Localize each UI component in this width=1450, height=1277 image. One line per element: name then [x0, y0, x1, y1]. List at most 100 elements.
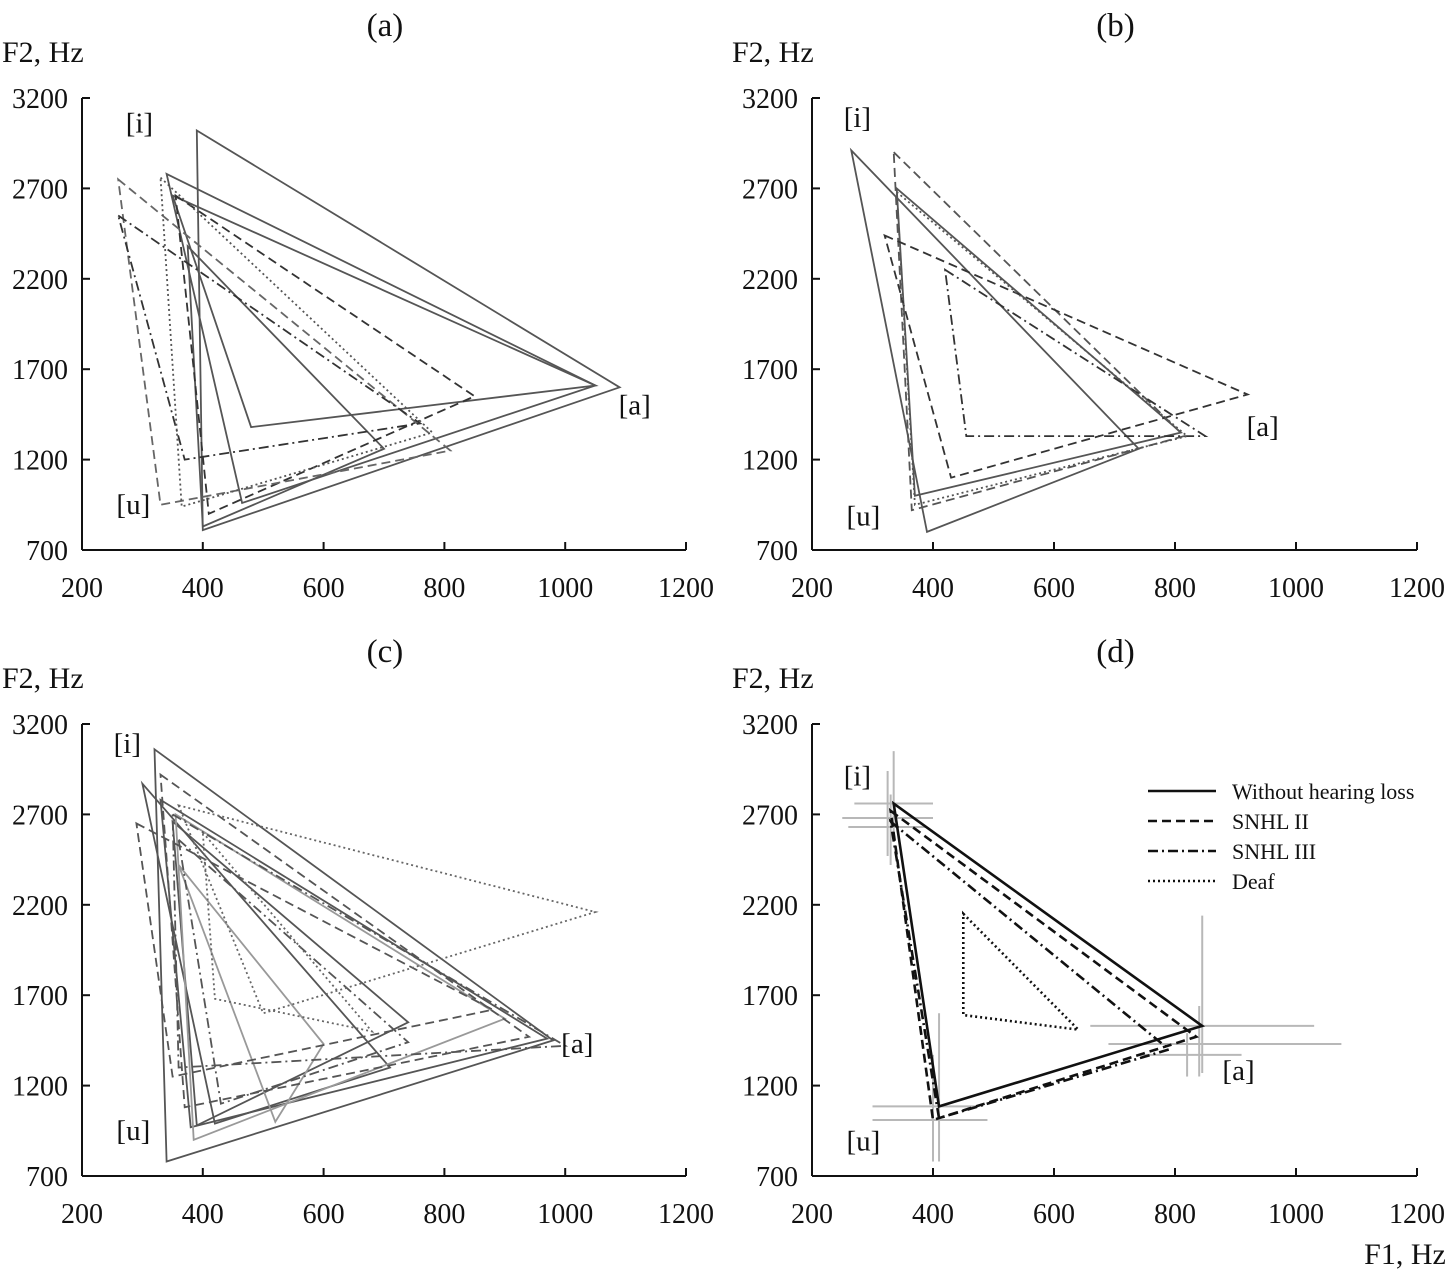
vowel-label: [i]	[114, 728, 141, 760]
x-tick-label: 800	[1154, 573, 1196, 604]
y-tick-label: 2700	[12, 174, 68, 205]
x-tick-label: 1000	[1268, 573, 1324, 604]
x-tick-label: 1200	[658, 1199, 714, 1230]
x-tick-label: 1200	[1389, 1199, 1445, 1230]
y-tick-label: 3200	[742, 84, 798, 115]
vowel-label: [i]	[844, 102, 871, 134]
x-tick-label: 1200	[658, 573, 714, 604]
vowel-triangle-dashed-6	[117, 177, 453, 506]
vowel-label: [i]	[844, 760, 871, 792]
panel-title: (b)	[1096, 8, 1134, 44]
vowel-triangle-dashed-4	[883, 233, 1251, 479]
vowel-label: [a]	[1247, 411, 1279, 443]
y-tick-label: 1200	[742, 446, 798, 477]
x-tick-label: 200	[791, 573, 833, 604]
vowel-triangle-dashed-3	[892, 149, 1186, 512]
y-tick-label: 2200	[742, 891, 798, 922]
legend-label: SNHL III	[1232, 839, 1316, 864]
y-tick-label: 2200	[742, 265, 798, 296]
x-tick-label: 400	[182, 1199, 224, 1230]
vowel-triangle-dashdot-5	[943, 268, 1209, 438]
y-tick-label: 2700	[12, 800, 68, 831]
vowel-triangle-dashdot-10	[177, 837, 410, 1105]
y-tick-label: 1700	[12, 355, 68, 386]
panel-title: (d)	[1096, 634, 1134, 670]
x-tick-label: 800	[423, 1199, 465, 1230]
vowel-triangle-dotted-11	[177, 804, 599, 1015]
vowel-triangle-solid-1	[849, 147, 1141, 534]
vowel-triangle-solid-2	[165, 172, 598, 505]
vowel-triangle-dotted-12	[201, 829, 375, 1033]
vowel-label: [a]	[1222, 1055, 1254, 1087]
y-tick-label: 1200	[12, 1072, 68, 1103]
panel-c: (c) F2, Hz 200 400 600 800 1000 1200 700 1200 1700…	[2, 634, 714, 1230]
vowel-triangle-solid-1	[153, 747, 556, 1163]
vowel-label: [u]	[116, 489, 150, 521]
x-tick-label: 600	[303, 573, 345, 604]
x-tick-label: 200	[61, 573, 103, 604]
legend-label: Without hearing loss	[1232, 779, 1414, 804]
x-tick-label: 1000	[537, 1199, 593, 1230]
vowel-label: [i]	[126, 107, 153, 139]
vowel-triangle-dashdot-3	[888, 818, 1172, 1120]
vowel-label: [a]	[561, 1028, 593, 1060]
vowel-triangle-dashdot-9	[171, 812, 569, 1069]
x-tick-label: 200	[61, 1199, 103, 1230]
vowel-label: [a]	[619, 389, 651, 421]
y-tick-label: 700	[756, 1162, 798, 1193]
vowel-triangle-dashed-2	[888, 807, 1200, 1122]
y-axis-title: F2, Hz	[732, 36, 814, 69]
x-tick-label: 1200	[1389, 573, 1445, 604]
vowel-triangle-dashdot-7	[116, 213, 423, 461]
y-tick-label: 700	[26, 1162, 68, 1193]
vowel-triangle-dotted-6	[895, 189, 1190, 506]
y-tick-label: 1200	[742, 1072, 798, 1103]
y-axis-title: F2, Hz	[2, 662, 84, 695]
x-tick-label: 600	[303, 1199, 345, 1230]
legend-label: Deaf	[1232, 869, 1275, 894]
x-tick-label: 200	[791, 1199, 833, 1230]
y-tick-label: 700	[756, 536, 798, 567]
x-tick-label: 400	[182, 573, 224, 604]
legend-label: SNHL II	[1232, 809, 1309, 834]
y-tick-label: 1200	[12, 446, 68, 477]
vowel-triangle-solid-5	[174, 812, 507, 1142]
vowel-label: [u]	[116, 1115, 150, 1147]
x-tick-label: 400	[912, 573, 954, 604]
vowel-triangle-solid-1	[891, 800, 1206, 1109]
panel-title: (c)	[367, 634, 404, 670]
vowel-triangle-dotted-8	[159, 175, 435, 508]
vowel-triangle-solid-6	[177, 864, 325, 1124]
y-tick-label: 2200	[12, 891, 68, 922]
y-tick-label: 2700	[742, 174, 798, 205]
y-tick-label: 1700	[12, 981, 68, 1012]
panel-title: (a)	[367, 8, 404, 44]
vowel-triangle-dashed-5	[174, 193, 477, 516]
y-tick-label: 1700	[742, 981, 798, 1012]
vowel-label: [u]	[847, 501, 881, 533]
y-axis-title: F2, Hz	[732, 662, 814, 695]
vowel-triangle-solid-1	[195, 128, 622, 532]
y-tick-label: 2700	[742, 800, 798, 831]
panel-b: (b) F2, Hz 200 400 600 800 1000 1200 700 1200 1700…	[732, 8, 1445, 604]
vowel-triangle-solid-3	[171, 193, 599, 429]
panel-a: (a) F2, Hz 200 400 600 800 1000 1200 700 1200 1700…	[2, 8, 714, 604]
y-tick-label: 1700	[742, 355, 798, 386]
x-tick-label: 1000	[537, 573, 593, 604]
vowel-triangle-dotted-4	[961, 910, 1082, 1032]
x-tick-label: 800	[423, 573, 465, 604]
y-tick-label: 3200	[12, 710, 68, 741]
y-tick-label: 3200	[12, 84, 68, 115]
vowel-triangle-dashed-8	[135, 821, 496, 1078]
vowel-label: [u]	[847, 1126, 881, 1158]
y-axis-title: F2, Hz	[2, 36, 84, 69]
y-tick-label: 3200	[742, 710, 798, 741]
x-tick-label: 800	[1154, 1199, 1196, 1230]
x-axis-title: F1, Hz	[1364, 1238, 1446, 1271]
x-tick-label: 600	[1033, 573, 1075, 604]
y-tick-label: 700	[26, 536, 68, 567]
y-tick-label: 2200	[12, 265, 68, 296]
x-tick-label: 1000	[1268, 1199, 1324, 1230]
x-tick-label: 600	[1033, 1199, 1075, 1230]
panel-d: (d) F2, Hz 200 400 600 800 1000 1200 700 1200 1700…	[732, 634, 1445, 1230]
